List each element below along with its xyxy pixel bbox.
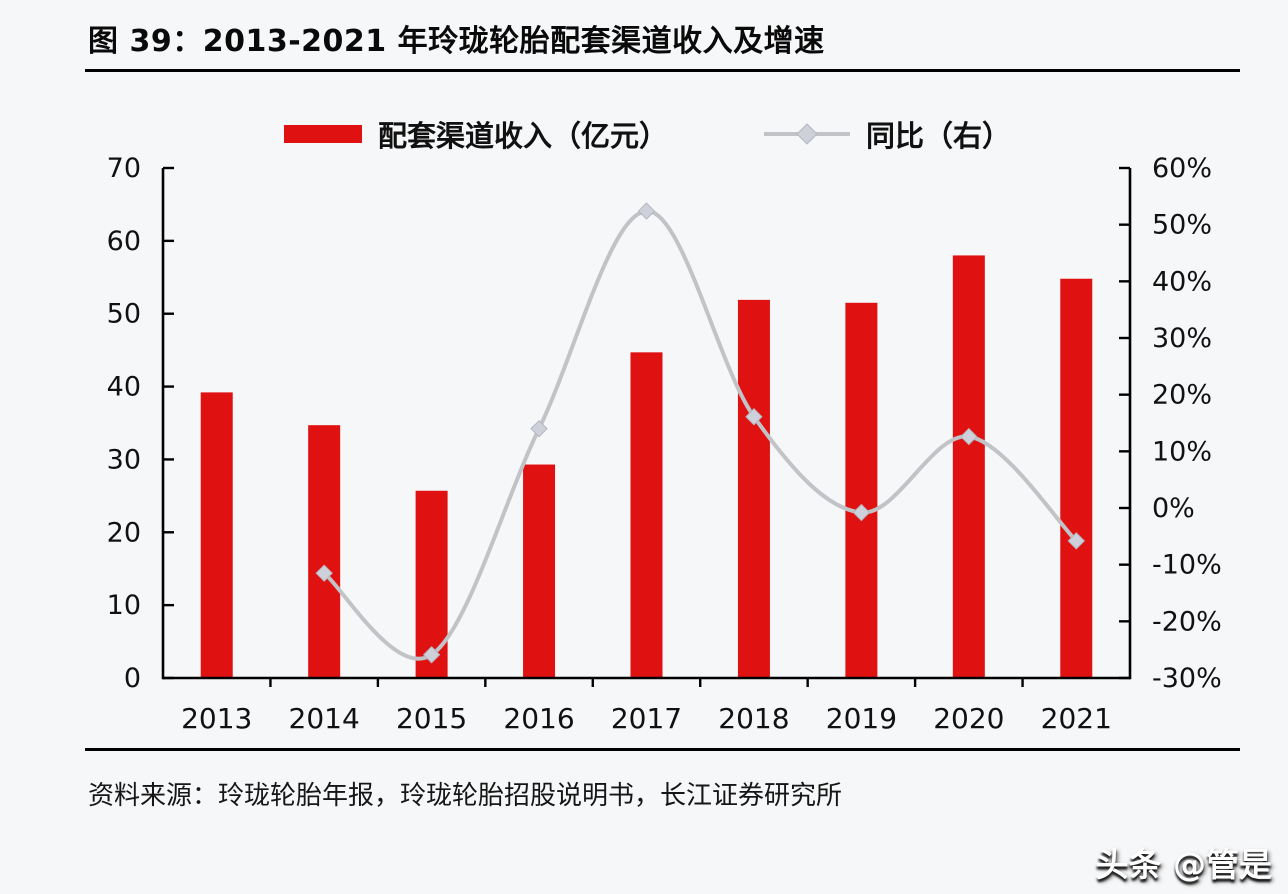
left-axis-tick-label: 0 <box>124 663 141 694</box>
marker-2019 <box>852 503 871 522</box>
revenue-bar-swatch-icon <box>283 125 362 143</box>
left-axis-tick-label: 10 <box>107 590 141 621</box>
watermark: 头条 @管是 <box>1095 845 1273 884</box>
right-axis-tick-label: 40% <box>1152 266 1212 297</box>
tick-marks <box>163 166 1130 687</box>
figure-title: 图 39：2013-2021 年玲珑轮胎配套渠道收入及增速 <box>88 24 825 59</box>
legend-item-growth: 同比（右） <box>764 113 1011 155</box>
tick-labels: 70 60 50 40 30 20 10 0 60% 50% 40% 30% 20% 10% 0% -10% -… <box>107 153 1222 694</box>
x-axis-tick-label: 2020 <box>933 702 1004 735</box>
growth-line <box>322 209 1079 661</box>
chart-legend: 配套渠道收入（亿元） 同比（右） <box>163 112 1132 156</box>
right-axis-tick-label: -20% <box>1152 606 1222 637</box>
left-axis-tick-label: 30 <box>107 444 141 475</box>
marker-2018 <box>745 408 763 426</box>
growth-legend-label: 同比（右） <box>866 119 1012 153</box>
bar-2014 <box>308 425 341 678</box>
growth-markers <box>315 202 1085 664</box>
axes <box>161 168 1132 680</box>
x-axis-tick-label: 2019 <box>826 702 897 735</box>
bar-2018 <box>737 299 770 678</box>
x-axis-labels: 2013 2014 2015 2016 2017 2018 2019 2020 2021 <box>181 702 1112 735</box>
left-axis-tick-label: 40 <box>107 372 141 403</box>
marker-2021 <box>1067 532 1085 550</box>
x-axis-tick-label: 2013 <box>181 702 252 735</box>
left-axis-tick-label: 70 <box>107 153 141 184</box>
marker-2020 <box>960 427 978 446</box>
marker-2015 <box>422 646 441 664</box>
chart-bottom-divider <box>85 748 1240 751</box>
x-axis-tick-label: 2016 <box>503 702 574 735</box>
right-axis-tick-label: 60% <box>1152 153 1212 184</box>
x-axis-tick-label: 2015 <box>396 702 467 735</box>
right-axis-tick-label: 0% <box>1152 493 1195 524</box>
marker-2016 <box>530 419 548 438</box>
right-axis-tick-label: 50% <box>1152 210 1212 241</box>
left-axis-tick-label: 20 <box>107 517 141 548</box>
bar-2019 <box>845 302 878 678</box>
revenue-bars <box>200 255 1093 678</box>
x-axis-tick-label: 2018 <box>718 702 789 735</box>
right-axis-tick-label: 20% <box>1152 380 1212 411</box>
right-axis-tick-label: -30% <box>1152 663 1222 694</box>
legend-item-revenue: 配套渠道收入（亿元） <box>283 113 668 155</box>
title-divider <box>85 69 1240 72</box>
marker-2017 <box>637 202 656 220</box>
x-axis-tick-label: 2017 <box>611 702 682 735</box>
marker-2014 <box>315 564 333 582</box>
bar-2013 <box>200 392 233 678</box>
x-axis-tick-label: 2021 <box>1041 702 1112 735</box>
bar-2020 <box>952 255 985 678</box>
source-note: 资料来源：玲珑轮胎年报，玲珑轮胎招股说明书，长江证券研究所 <box>88 781 843 811</box>
left-axis-tick-label: 50 <box>107 299 141 330</box>
x-axis-tick-label: 2014 <box>289 702 360 735</box>
bar-2017 <box>630 352 663 678</box>
right-axis-tick-label: 30% <box>1152 323 1212 354</box>
right-axis-tick-label: -10% <box>1152 550 1222 581</box>
growth-line-swatch-icon <box>764 123 850 145</box>
left-axis-tick-label: 60 <box>107 226 141 257</box>
bar-2016 <box>523 464 556 678</box>
revenue-legend-label: 配套渠道收入（亿元） <box>377 119 668 153</box>
right-axis-tick-label: 10% <box>1152 436 1212 467</box>
bar-2021 <box>1060 278 1093 678</box>
